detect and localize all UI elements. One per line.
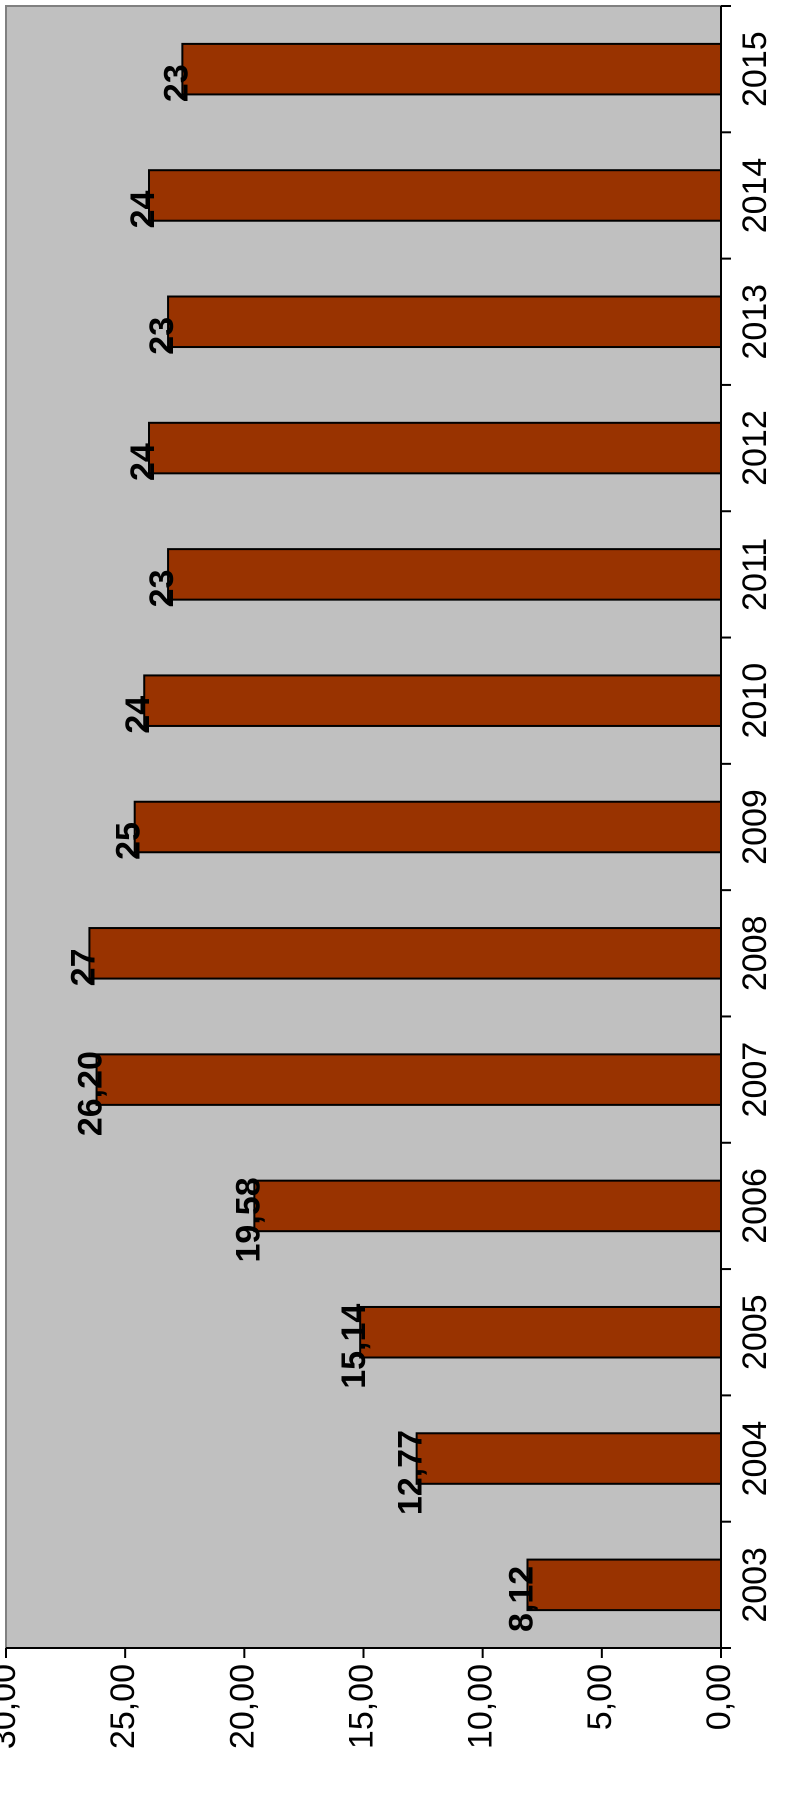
value-label: 15,14 <box>335 1304 373 1389</box>
bar <box>88 927 722 980</box>
bar <box>95 1053 723 1106</box>
y-tick-label: 10,00 <box>462 1664 500 1749</box>
x-tick-label: 2005 <box>736 1294 774 1370</box>
bar <box>133 800 722 854</box>
y-tick-label: 25,00 <box>104 1664 142 1749</box>
x-tick-label: 2012 <box>736 410 774 486</box>
value-label: 23 <box>143 569 181 607</box>
x-tick-label: 2009 <box>736 789 774 865</box>
y-tick-label: 15,00 <box>342 1664 380 1749</box>
value-label: 24 <box>124 190 162 228</box>
value-label: 27 <box>64 948 102 986</box>
y-tick-label: 20,00 <box>223 1664 261 1749</box>
value-label: 19,58 <box>229 1177 267 1262</box>
bar <box>167 295 723 349</box>
x-tick-label: 2010 <box>736 663 774 739</box>
bar <box>415 1432 722 1485</box>
bar <box>253 1179 723 1233</box>
value-label: 24 <box>124 443 162 481</box>
bar <box>148 169 722 222</box>
x-tick-label: 2013 <box>736 284 774 360</box>
x-tick-label: 2004 <box>736 1421 774 1497</box>
y-tick-label: 30,00 <box>0 1664 23 1749</box>
value-label: 24 <box>119 696 157 734</box>
bar <box>148 421 722 475</box>
bar <box>143 674 722 727</box>
y-tick-label: 5,00 <box>581 1664 619 1730</box>
x-tick-label: 2003 <box>736 1547 774 1623</box>
y-tick-label: 0,00 <box>700 1664 738 1730</box>
x-tick-label: 2011 <box>736 538 774 611</box>
value-label: 23 <box>157 64 195 102</box>
value-label: 26,20 <box>72 1051 110 1136</box>
bar <box>359 1305 722 1359</box>
value-label: 12,77 <box>392 1430 430 1515</box>
rotated-chart: 0,00 5,00 10,00 15,00 20,00 25,00 30,00 2003 8,1… <box>0 5 774 1749</box>
bar <box>526 1558 722 1612</box>
x-tick-label: 2014 <box>736 158 774 234</box>
value-label: 25 <box>110 822 148 860</box>
bar <box>167 548 723 601</box>
value-label: 23 <box>143 317 181 355</box>
value-label: 8,12 <box>502 1566 540 1632</box>
x-tick-label: 2008 <box>736 915 774 991</box>
x-tick-label: 2007 <box>736 1042 774 1118</box>
x-tick-label: 2006 <box>736 1168 774 1244</box>
x-tick-label: 2015 <box>736 31 774 107</box>
bar <box>181 42 723 96</box>
